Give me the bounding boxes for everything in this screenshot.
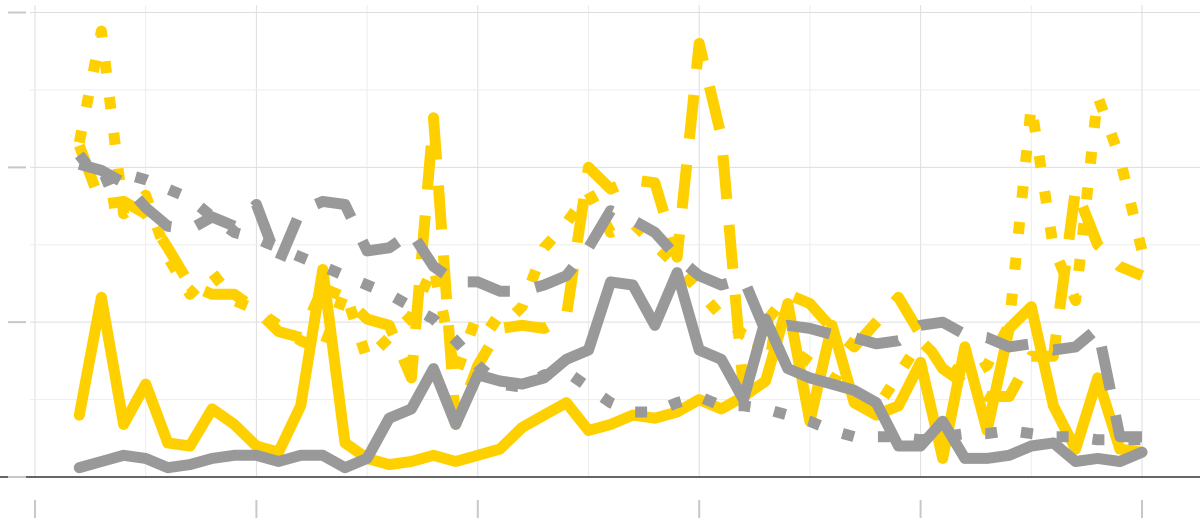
series-gray-dotted xyxy=(74,151,1142,446)
grid xyxy=(30,5,1200,477)
series-yellow-dashed xyxy=(74,38,1145,430)
series-gray-solid xyxy=(73,267,1148,474)
series-yellow-solid xyxy=(73,264,1148,471)
series-layer xyxy=(73,25,1148,474)
series-yellow-dotted xyxy=(73,25,1148,415)
series-gray-dashed xyxy=(77,158,1142,443)
axis-ticks xyxy=(8,11,1143,518)
